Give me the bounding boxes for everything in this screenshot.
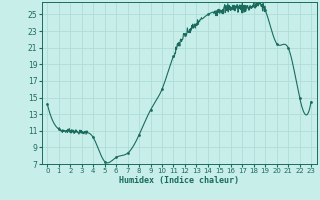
X-axis label: Humidex (Indice chaleur): Humidex (Indice chaleur) [119, 176, 239, 185]
